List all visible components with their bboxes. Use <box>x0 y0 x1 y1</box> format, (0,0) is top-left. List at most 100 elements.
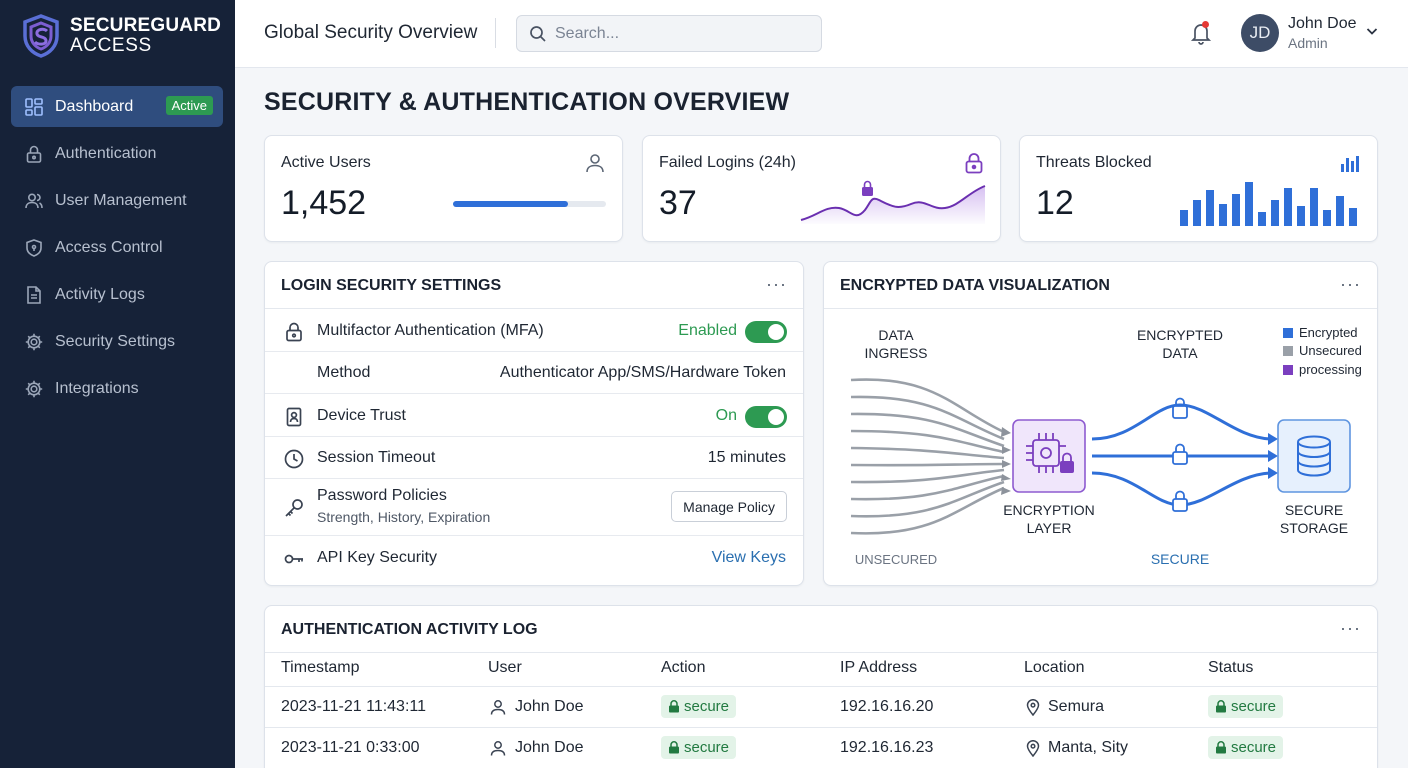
manage-policy-button[interactable]: Manage Policy <box>671 491 787 522</box>
setting-label: Method <box>317 364 371 381</box>
search-input[interactable] <box>555 24 795 43</box>
key-icon <box>285 499 303 517</box>
setting-sublabel: Strength, History, Expiration <box>317 509 491 525</box>
table-row[interactable]: 2023-11-21 11:43:11 John Doe secure 192.… <box>265 686 1377 727</box>
user-name[interactable]: John Doe <box>1288 15 1357 32</box>
users-icon <box>23 190 45 212</box>
sidebar-item-dashboard[interactable]: Dashboard Active <box>11 86 223 127</box>
column-header-status[interactable]: Status <box>1208 659 1254 676</box>
cell-status: secure <box>1208 736 1284 759</box>
gear-icon <box>23 378 45 400</box>
device-trust-status: On <box>715 407 737 424</box>
gear-icon <box>23 331 45 353</box>
lock-icon <box>1216 700 1226 713</box>
cell-status: secure <box>1208 695 1284 718</box>
sidebar-item-user-management[interactable]: User Management <box>11 180 223 221</box>
mfa-status: Enabled <box>678 322 737 339</box>
more-options-button[interactable]: ··· <box>1340 274 1361 294</box>
shield-logo-icon <box>23 14 59 58</box>
encrypted-arrowheads <box>1268 433 1278 479</box>
status-badge: secure <box>1208 736 1284 759</box>
user-icon <box>586 154 604 173</box>
login-security-settings-panel: LOGIN SECURITY SETTINGS ··· Multifactor … <box>264 261 804 586</box>
column-header-location[interactable]: Location <box>1024 659 1085 676</box>
sidebar-item-security-settings[interactable]: Security Settings <box>11 321 223 362</box>
cell-location: Manta, Sity <box>1026 739 1128 757</box>
legend-swatch-processing <box>1283 365 1293 375</box>
stat-value: 12 <box>1036 184 1074 222</box>
chevron-down-icon[interactable] <box>1365 24 1379 38</box>
location-pin-icon <box>1026 739 1040 757</box>
encrypted-label-line1: ENCRYPTED <box>1137 327 1223 343</box>
setting-label: Device Trust <box>317 407 406 424</box>
setting-row-api-key-security: API Key Security View Keys <box>265 537 803 579</box>
sidebar-item-integrations[interactable]: Integrations <box>11 368 223 409</box>
brand-name: SECUREGUARD <box>70 15 222 36</box>
search-box[interactable] <box>516 15 822 52</box>
action-badge: secure <box>661 695 737 718</box>
active-users-progress <box>453 201 606 207</box>
notification-dot <box>1202 21 1209 28</box>
sidebar-item-activity-logs[interactable]: Activity Logs <box>11 274 223 315</box>
view-keys-link[interactable]: View Keys <box>711 549 786 566</box>
cell-user: John Doe <box>489 739 584 757</box>
layer-label-line2: LAYER <box>1027 520 1072 536</box>
notifications-button[interactable] <box>1190 21 1212 50</box>
failed-logins-sparkline <box>800 180 986 224</box>
avatar[interactable]: JD <box>1241 14 1279 52</box>
brand-logo[interactable]: SECUREGUARD ACCESS <box>22 14 221 58</box>
cell-timestamp: 2023-11-21 11:43:11 <box>281 698 427 715</box>
stat-label: Threats Blocked <box>1036 154 1152 171</box>
sidebar-item-access-control[interactable]: Access Control <box>11 227 223 268</box>
dashboard-icon <box>23 96 45 118</box>
stat-card-threats-blocked: Threats Blocked 12 <box>1019 135 1378 242</box>
stream-lock-icons <box>1172 397 1188 512</box>
stat-label: Failed Logins (24h) <box>659 154 796 171</box>
setting-row-mfa: Multifactor Authentication (MFA) Enabled <box>265 310 803 352</box>
sparkline-lock-icon <box>862 180 873 196</box>
action-badge: secure <box>661 736 737 759</box>
more-options-button[interactable]: ··· <box>1340 618 1361 638</box>
column-header-ip-address[interactable]: IP Address <box>840 659 918 676</box>
database-icon <box>1297 435 1331 477</box>
more-options-button[interactable]: ··· <box>766 274 787 294</box>
layer-label-line1: ENCRYPTION <box>1003 502 1095 518</box>
cell-ip: 192.16.16.23 <box>840 739 934 756</box>
encryption-lock-icon <box>1060 452 1074 473</box>
lock-icon <box>669 700 679 713</box>
status-badge: secure <box>1208 695 1284 718</box>
document-icon <box>23 284 45 306</box>
cell-action: secure <box>661 736 737 759</box>
stat-value: 1,452 <box>281 184 367 222</box>
legend-label-unsecured: Unsecured <box>1299 343 1362 358</box>
threats-bar-chart <box>1180 182 1357 226</box>
top-bar: Global Security Overview JD John Doe Adm… <box>235 0 1408 68</box>
sidebar-item-authentication[interactable]: Authentication <box>11 133 223 174</box>
device-trust-toggle[interactable] <box>745 406 787 428</box>
session-timeout-value[interactable]: 15 minutes <box>707 449 786 466</box>
column-header-timestamp[interactable]: Timestamp <box>281 659 360 676</box>
page-title: SECURITY & AUTHENTICATION OVERVIEW <box>264 88 790 116</box>
progress-fill <box>453 201 568 207</box>
lock-icon <box>669 741 679 754</box>
column-header-action[interactable]: Action <box>661 659 706 676</box>
data-flow-diagram: DATA INGRESS ENCRYPTED DATA Encrypted Un… <box>850 325 1362 567</box>
column-header-user[interactable]: User <box>488 659 522 676</box>
secure-zone-label: SECURE <box>1151 551 1209 567</box>
header-divider <box>495 18 496 48</box>
shield-icon <box>23 237 45 259</box>
stat-card-active-users: Active Users 1,452 <box>264 135 623 242</box>
table-row[interactable]: 2023-11-21 0:33:00 John Doe secure 192.1… <box>265 727 1377 768</box>
encrypted-data-visualization-panel: ENCRYPTED DATA VISUALIZATION ··· DATA IN… <box>823 261 1378 586</box>
user-icon <box>490 741 506 756</box>
setting-label: API Key Security <box>317 549 438 566</box>
storage-label-line1: SECURE <box>1285 502 1343 518</box>
setting-label: Session Timeout <box>317 449 436 466</box>
setting-row-password-policies: Password Policies Strength, History, Exp… <box>265 480 803 536</box>
sidebar-item-label: Activity Logs <box>55 285 145 303</box>
cell-user: John Doe <box>489 698 584 716</box>
user-role: Admin <box>1288 35 1328 51</box>
search-icon <box>530 25 546 42</box>
cell-action: secure <box>661 695 737 718</box>
mfa-toggle[interactable] <box>745 321 787 343</box>
